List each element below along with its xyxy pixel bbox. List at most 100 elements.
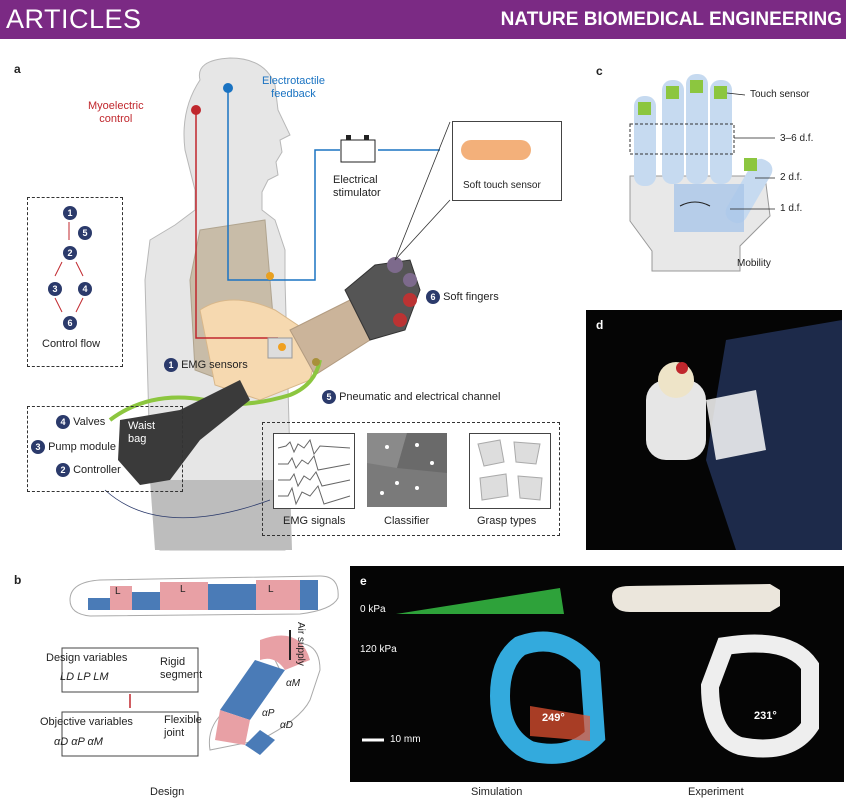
- panel-e-image: e 0 kPa 120 kPa 249° 231° 10 mm: [350, 566, 844, 782]
- design-vals-label: LD LP LM: [60, 671, 109, 683]
- rigid-line1: Rigid: [160, 656, 186, 668]
- mobility-label: Mobility: [737, 258, 771, 269]
- flow-node-5: 5: [78, 226, 92, 240]
- grasp-types-image: [469, 433, 551, 509]
- touch-sensor-label: Soft touch sensor: [463, 180, 541, 191]
- alpha-p-label: αP: [262, 708, 275, 719]
- electrotactile-label: Electrotactile feedback: [262, 75, 325, 101]
- flexible-line2: joint: [164, 727, 185, 739]
- panel-d-photo: d: [586, 310, 842, 550]
- sim-angle-label: 249°: [542, 712, 565, 724]
- design-vars-label: Design variables: [46, 652, 128, 664]
- panel-c-hand-diagram: [629, 74, 775, 272]
- ld-label: L: [115, 586, 121, 597]
- stimulator-line1: Electrical: [333, 174, 378, 186]
- waist-bag-line1: Waist: [128, 420, 156, 432]
- touch-sensor-inset: Soft touch sensor: [452, 121, 562, 201]
- panel-d-label: d: [596, 318, 604, 332]
- controller-label: Controller: [73, 464, 121, 476]
- air-supply-label: Air supply: [295, 622, 306, 666]
- journal-header: ARTICLES NATURE BIOMEDICAL ENGINEERING: [0, 0, 846, 39]
- classifier-plot: [367, 433, 447, 507]
- rigid-line2: segment: [160, 669, 203, 681]
- fingertip-image: [461, 140, 531, 160]
- soft-fingers-label: Soft fingers: [443, 291, 499, 303]
- num-badge: 6: [426, 290, 440, 304]
- myoelectric-line1: Myoelectric: [88, 100, 144, 112]
- classifier-label: Classifier: [384, 515, 430, 527]
- panel-c-label: c: [596, 64, 603, 78]
- myoelectric-line2: control: [99, 113, 133, 125]
- soft-fingers-callout: 6 Soft fingers: [426, 290, 499, 304]
- num-badge: 5: [322, 390, 336, 404]
- flexible-joint-label: Flexible joint: [164, 714, 202, 740]
- journal-name: NATURE BIOMEDICAL ENGINEERING: [500, 9, 842, 30]
- waist-bag-label: Waist bag: [128, 420, 155, 446]
- num-badge: 3: [31, 440, 45, 454]
- alpha-d-label: αD: [280, 720, 293, 731]
- objective-vals-label: αD αP αM: [54, 736, 103, 748]
- alpha-m-label: αM: [286, 678, 301, 689]
- flow-node-1: 1: [63, 206, 77, 220]
- myoelectric-label: Myoelectric control: [88, 100, 144, 126]
- rigid-segment-label: Rigid segment: [160, 656, 202, 682]
- classifier-regions: [367, 433, 447, 495]
- panel-e-label: e: [360, 574, 367, 588]
- electrotactile-line1: Electrotactile: [262, 75, 325, 87]
- panel-b-diagram: [61, 575, 339, 757]
- emg-sensors-callout: 1 EMG sensors: [164, 358, 248, 372]
- flow-node-3: 3: [48, 282, 62, 296]
- pump-item: 3 Pump module: [31, 440, 116, 454]
- flexible-line1: Flexible: [164, 714, 202, 726]
- pipeline-box: EMG signals Classifier Grasp types: [262, 422, 560, 536]
- stimulator-line2: stimulator: [333, 187, 381, 199]
- panel-b-label: b: [14, 573, 22, 587]
- panel-a-figure: [54, 57, 451, 551]
- flow-node-2: 2: [63, 246, 77, 260]
- grasp-hands: [477, 439, 543, 501]
- valves-item: 4 Valves: [56, 415, 105, 429]
- photo-content: [646, 320, 842, 550]
- zero-kpa-label: 0 kPa: [360, 604, 386, 615]
- panel-a-label: a: [14, 62, 21, 76]
- flow-node-4: 4: [78, 282, 92, 296]
- panel-e-content: [362, 584, 819, 764]
- waist-bag-shape: [118, 380, 250, 485]
- control-flow-box: 1 5 2 3 4 6 Control flow: [27, 197, 123, 367]
- grasp-types-label: Grasp types: [477, 515, 537, 527]
- kpa-120-label: 120 kPa: [360, 644, 397, 655]
- exp-angle-label: 231°: [754, 710, 777, 722]
- experiment-caption: Experiment: [688, 786, 744, 798]
- simulation-caption: Simulation: [471, 786, 523, 798]
- design-caption: Design: [150, 786, 185, 798]
- components-box: 4 Valves 3 Pump module 2 Controller: [27, 406, 183, 492]
- dof-2-label: 2 d.f.: [780, 172, 803, 183]
- num-badge: 2: [56, 463, 70, 477]
- channel-label: Pneumatic and electrical channel: [339, 391, 501, 403]
- valves-label: Valves: [73, 416, 106, 428]
- lm-label: L: [268, 584, 274, 595]
- scale-label: 10 mm: [390, 734, 421, 745]
- num-badge: 1: [164, 358, 178, 372]
- emg-waves: [277, 438, 351, 506]
- num-badge: 4: [56, 415, 70, 429]
- emg-sensors-label: EMG sensors: [181, 359, 248, 371]
- emg-signals-label: EMG signals: [283, 515, 346, 527]
- pump-label: Pump module: [48, 441, 116, 453]
- lp-label: L: [180, 584, 186, 595]
- electrotactile-line2: feedback: [271, 88, 316, 100]
- touch-sensor-c-label: Touch sensor: [750, 89, 810, 100]
- emg-signals-plot: [273, 433, 355, 509]
- stimulator-label: Electrical stimulator: [333, 174, 381, 200]
- section-title: ARTICLES: [6, 4, 142, 34]
- dof-1-label: 1 d.f.: [780, 203, 803, 214]
- objective-vars-label: Objective variables: [40, 716, 133, 728]
- waist-bag-line2: bag: [128, 433, 147, 445]
- arm-socket: [199, 299, 321, 401]
- pants: [150, 480, 292, 550]
- channel-callout: 5 Pneumatic and electrical channel: [322, 390, 501, 404]
- dof-36-label: 3–6 d.f.: [780, 133, 814, 144]
- controller-item: 2 Controller: [56, 463, 121, 477]
- flow-node-6: 6: [63, 316, 77, 330]
- control-flow-label: Control flow: [42, 338, 101, 350]
